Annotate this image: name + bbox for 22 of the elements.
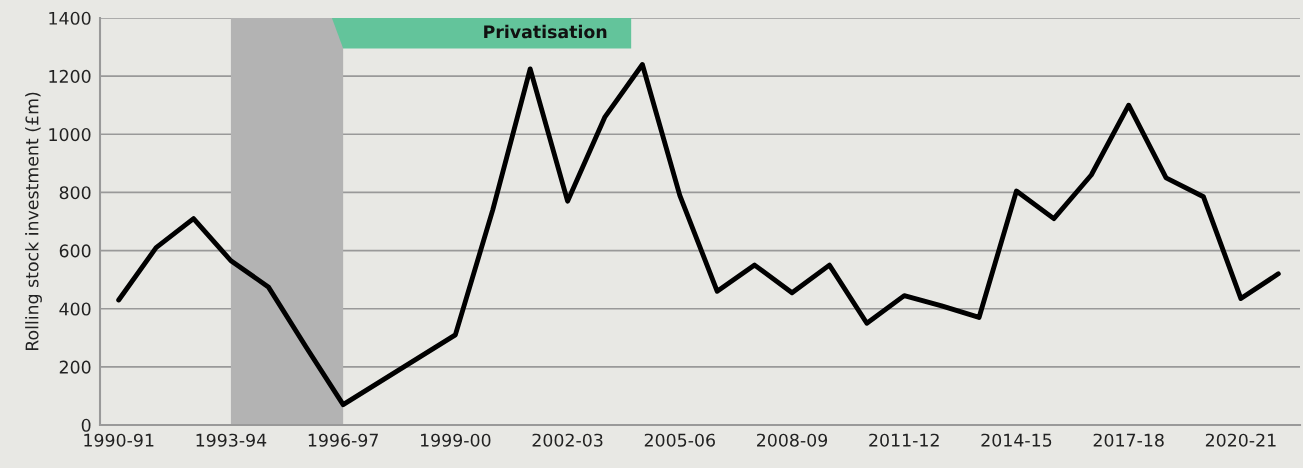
x-tick-label: 2014-15: [981, 433, 1052, 447]
x-tick-label: 2005-06: [644, 433, 715, 447]
line-series: [116, 62, 1281, 408]
y-tick-label: 0: [81, 418, 91, 432]
x-tick-label: 2020-21: [1205, 433, 1276, 447]
y-axis-title: Rolling stock investment (£m): [25, 92, 42, 351]
y-tick-label: 800: [59, 186, 91, 200]
y-tick-label: 1400: [49, 11, 91, 25]
y-tick-label: 400: [59, 302, 91, 316]
x-tick-label: 2008-09: [757, 433, 828, 447]
y-tick-label: 200: [59, 360, 91, 374]
x-tick-label: 1990-91: [84, 433, 154, 447]
y-tick-label: 1000: [49, 128, 91, 142]
x-tick-label: 2011-12: [869, 433, 939, 447]
y-tick-label: 600: [59, 244, 91, 258]
x-tick-label: 1996-97: [308, 433, 378, 447]
y-tick-label: 1200: [49, 69, 91, 83]
x-tick-label: 1993-94: [196, 433, 267, 447]
x-tick-label: 2017-18: [1093, 433, 1164, 447]
annotation: Privatisation: [484, 24, 607, 39]
x-tick-label: 1999-00: [421, 433, 491, 447]
x-tick-label: 2002-03: [532, 433, 603, 447]
